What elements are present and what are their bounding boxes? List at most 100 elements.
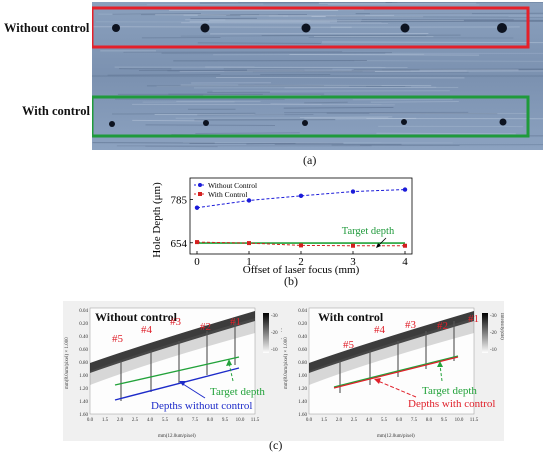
y-tick-label: 1.20: [79, 387, 88, 392]
series-line-0: [196, 189, 406, 209]
x-tick-label: 8.0: [426, 418, 433, 423]
x-tick-label: 6.0: [396, 418, 403, 423]
legend-with-control-marker: [198, 192, 202, 196]
depth-line-left: [114, 367, 240, 401]
hole-label-2: #2: [437, 320, 448, 332]
x-axis-title: mm(12.0um/pixel): [377, 434, 415, 439]
caption-c: (c): [269, 438, 283, 452]
depth-arrow-left: [182, 383, 206, 399]
target-arrowhead-right: [437, 361, 443, 367]
y-tick-label: 1.40: [79, 400, 88, 405]
surface-streak: [180, 84, 432, 87]
x-tick-label: 0.0: [87, 418, 94, 423]
y-tick-label: 0.04: [298, 309, 307, 314]
surface-streak: [180, 35, 427, 37]
legend-with-control-label: With Control: [208, 190, 248, 199]
hole-mark: [203, 120, 209, 126]
y-tick-label: 0.20: [79, 322, 88, 327]
hole-mark: [302, 120, 308, 126]
target-depth-annotation: Target depth: [342, 226, 395, 237]
surface-streak: [145, 124, 276, 126]
y-tick-label: 1.60: [79, 413, 88, 418]
y-axis-title: mm(8.0um/pixel) × 1.000: [65, 337, 70, 389]
surface-band: [309, 311, 474, 373]
colorbar-tick: -30: [490, 314, 497, 319]
x-tick-label: 8.0: [207, 418, 214, 423]
surface-band-noise: [309, 318, 474, 385]
hole-mark: [109, 121, 115, 127]
x-tick-label: 9.5: [441, 418, 448, 423]
x-tick-label: 4.0: [366, 418, 373, 423]
surface-streak: [212, 90, 450, 92]
surface-streak: [361, 19, 543, 21]
x-tick-label: 1.5: [102, 418, 109, 423]
x-tick-label: 7.5: [192, 418, 199, 423]
y-tick-label: 0.40: [79, 335, 88, 340]
surface-streak: [197, 113, 314, 116]
annotation-arrowhead: [376, 243, 381, 248]
y-tick-label: 1.00: [79, 374, 88, 379]
legend-without-control-label: Without Control: [208, 181, 257, 190]
depth-label-right: Depths with control: [408, 398, 496, 410]
target-arrow-left: [228, 362, 234, 382]
oct-image-without-control: -30 -20 -10 Intensity(dB) mm(8.0um/pixel…: [63, 301, 285, 441]
colorbar-tick: -30: [271, 314, 278, 319]
surface-streak: [197, 42, 322, 44]
colorbar: [263, 313, 269, 353]
hole-depth-chart: Hole Depth (μm) 654 785 0 1 2 3 4 Without Con…: [151, 177, 413, 276]
colorbar-title: Intensity(dB): [499, 313, 504, 340]
surface-band-noise: [90, 318, 255, 385]
data-point: [246, 198, 252, 203]
oct-image-with-control: -30 -20 -10 Intensity(dB) mm(8.0um/pixel…: [282, 301, 504, 441]
surface-streak: [321, 41, 543, 44]
data-point: [194, 205, 200, 210]
data-point: [351, 243, 355, 248]
x-tick-label: 3: [350, 256, 356, 268]
surface-streak: [283, 106, 394, 109]
y-tick-label: 654: [171, 238, 188, 250]
x-tick-label: 2: [298, 256, 304, 268]
target-depth-label-right: Target depth: [422, 385, 477, 397]
surface-streak: [146, 3, 264, 6]
data-point: [350, 189, 356, 194]
hole-mark: [301, 23, 311, 33]
target-depth-label-left: Target depth: [210, 386, 265, 398]
x-tick-label: 2.5: [132, 418, 139, 423]
x-tick-label: 2.0: [336, 418, 343, 423]
colorbar-tick: -10: [271, 348, 278, 353]
row-label-without-control: Without control: [4, 21, 90, 35]
panel-b: Hole Depth (μm) 654 785 0 1 2 3 4 Without Con…: [150, 170, 420, 292]
legend-without-control-marker: [198, 183, 202, 187]
surface-streak: [179, 70, 467, 73]
colorbar-tick: -10: [490, 348, 497, 353]
hole-label-5: #5: [343, 339, 354, 351]
depth-arrowhead-right: [374, 378, 381, 384]
row-label-with-control: With control: [22, 104, 90, 118]
data-point: [195, 240, 199, 245]
y-axis-title: mm(8.0um/pixel) × 1.000: [284, 337, 289, 389]
surface-streak: [326, 112, 498, 115]
surface-streak: [308, 37, 514, 39]
x-tick-label: 2.0: [117, 418, 124, 423]
hole-label-1: #1: [468, 313, 479, 325]
surface-streak: [92, 26, 352, 28]
x-tick-label: 0: [194, 256, 200, 268]
y-tick-label: 785: [171, 194, 188, 206]
x-tick-label: 11.5: [251, 418, 260, 423]
colorbar: [482, 313, 488, 353]
surface-streak: [238, 84, 324, 87]
surface-streak: [195, 132, 300, 134]
hole-mark: [400, 23, 410, 33]
y-tick-label: 0.04: [79, 309, 88, 314]
hole-label-2: #2: [200, 321, 211, 333]
hole-label-4: #4: [141, 324, 152, 336]
surface-streak: [370, 100, 459, 103]
hole-mark: [497, 23, 507, 33]
hole-mark: [499, 118, 507, 126]
depth-arrowhead-left: [179, 381, 186, 386]
depth-line-right: [333, 356, 459, 389]
x-axis-title: mm(12.0um/pixel): [158, 434, 196, 439]
y-tick-label: 0.60: [79, 348, 88, 353]
oct-title-with-control: With control: [318, 310, 384, 324]
holes-bottom: [109, 118, 507, 127]
